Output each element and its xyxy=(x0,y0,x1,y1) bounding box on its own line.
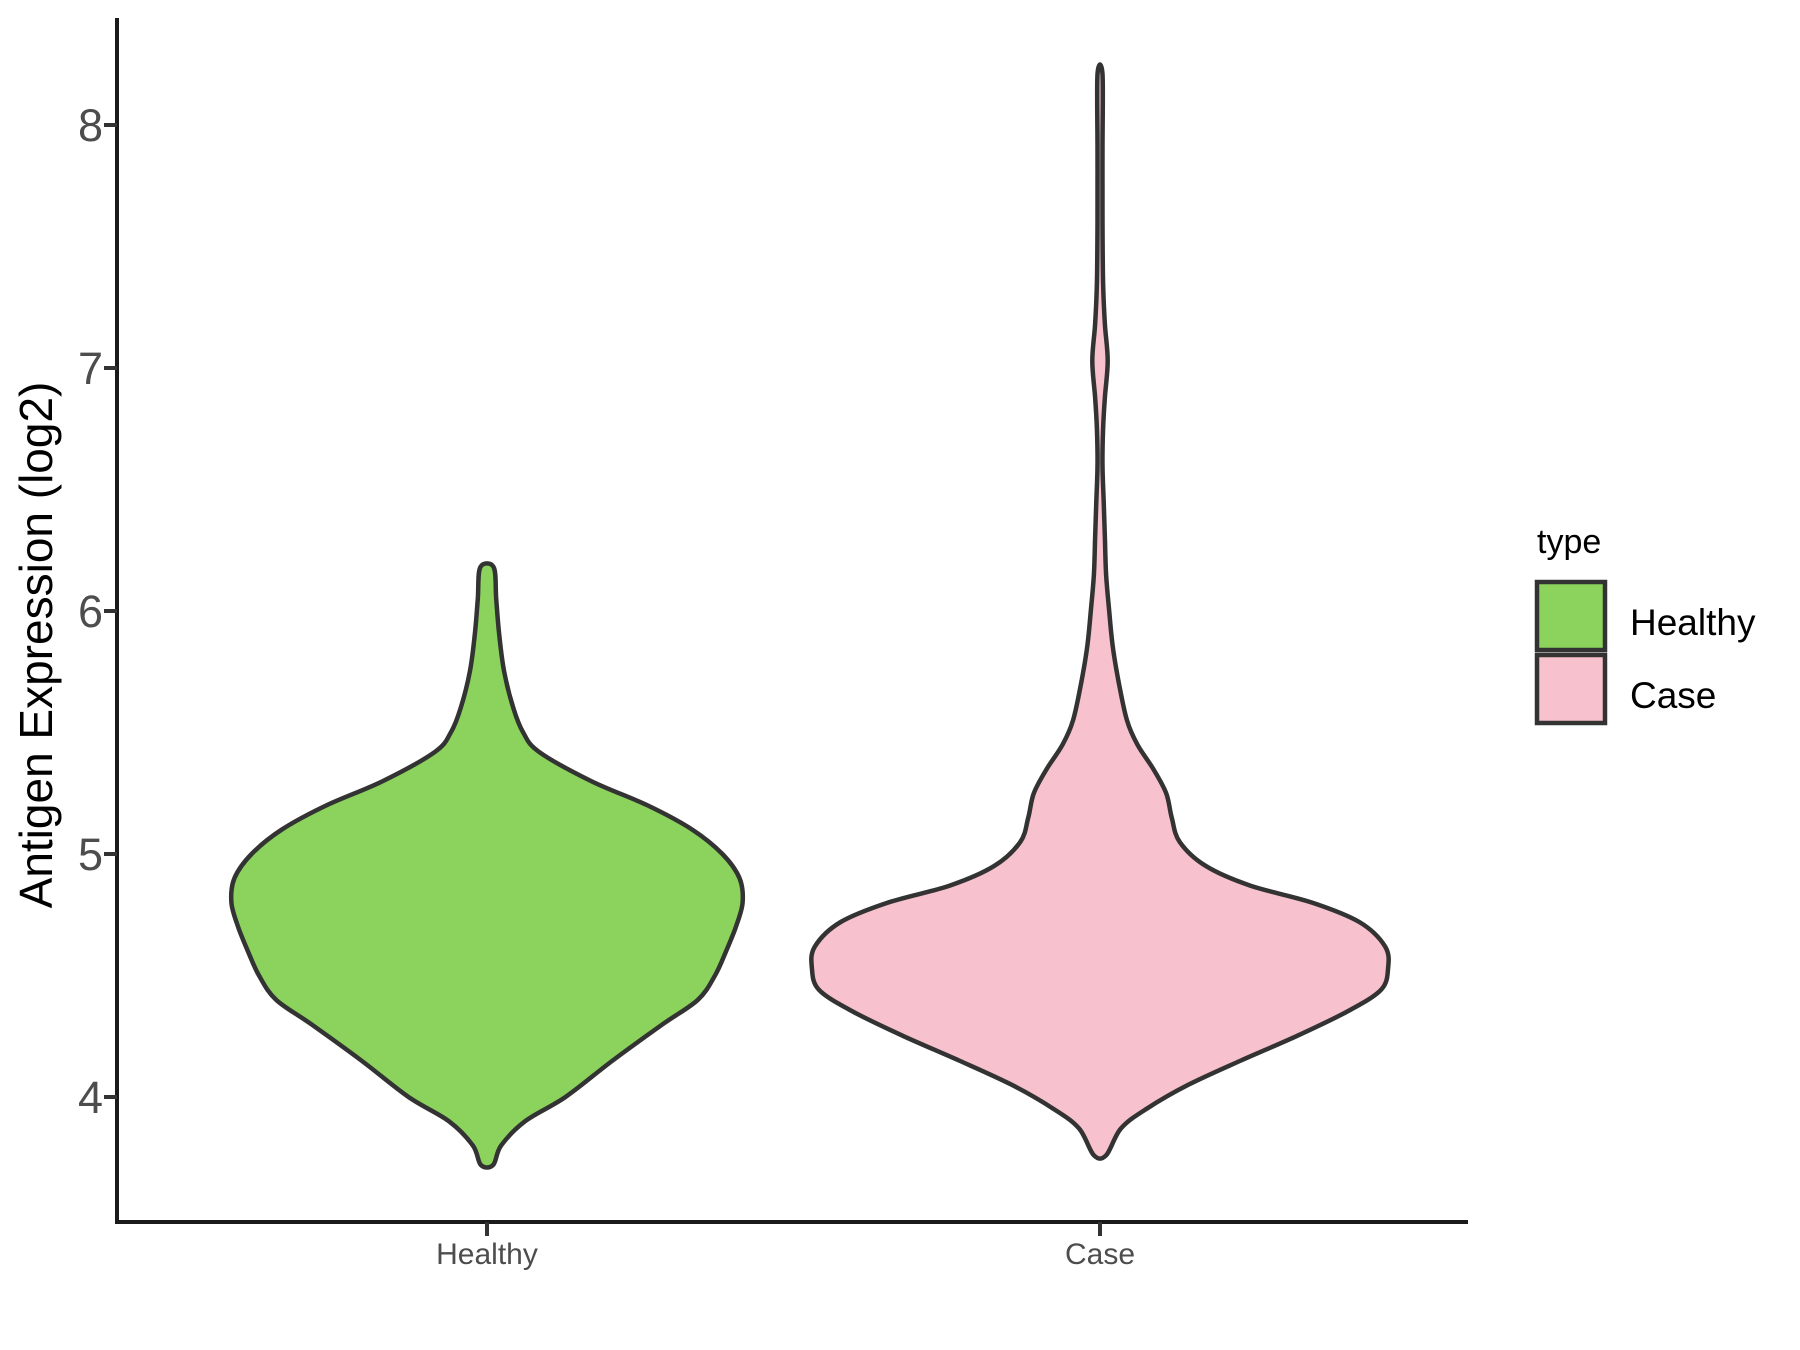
y-tick-label: 5 xyxy=(78,829,103,880)
y-tick-label: 7 xyxy=(78,343,103,394)
legend: type Healthy Case xyxy=(1534,523,1756,726)
y-tick-label: 8 xyxy=(78,100,103,151)
y-tick-label: 4 xyxy=(78,1072,103,1123)
violin-healthy xyxy=(228,561,746,1170)
legend-swatch-case xyxy=(1534,652,1608,726)
x-tick-label-healthy: Healthy xyxy=(436,1238,538,1271)
y-axis-title: Antigen Expression (log2) xyxy=(10,382,62,909)
legend-swatch-healthy xyxy=(1534,579,1608,653)
x-tick-label-case: Case xyxy=(1065,1238,1135,1271)
legend-label-healthy: Healthy xyxy=(1630,602,1756,643)
legend-label-case: Case xyxy=(1630,675,1716,716)
legend-items: Healthy Case xyxy=(1534,579,1756,726)
y-axis-ticks: 4 5 6 7 8 xyxy=(78,100,117,1123)
violins-group xyxy=(228,62,1391,1170)
violin-case xyxy=(809,62,1391,1161)
legend-title: type xyxy=(1537,523,1601,561)
x-axis-ticks: Healthy Case xyxy=(436,1222,1135,1271)
y-tick-label: 6 xyxy=(78,586,103,637)
